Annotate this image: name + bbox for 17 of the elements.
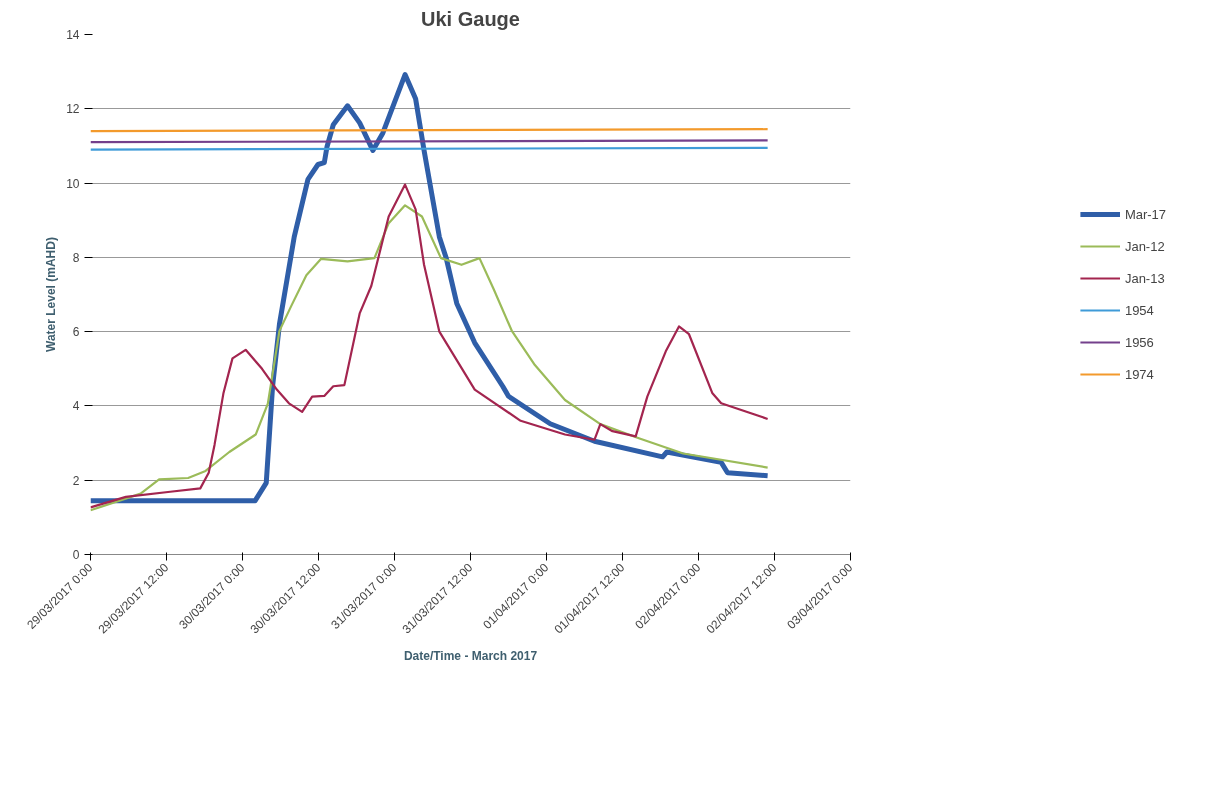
y-tick-label: 12 (66, 102, 80, 117)
legend-label: Mar-17 (1124, 206, 1167, 222)
legend-label: 1974 (1124, 366, 1154, 382)
legend-label: Jan-12 (1124, 238, 1165, 254)
y-tick-label: 10 (66, 176, 80, 191)
y-tick-label: 2 (72, 473, 80, 488)
y-tick-label: 0 (72, 548, 80, 562)
y-axis-title: Water Level (mAHD) (44, 237, 59, 352)
legend-label: Jan-13 (1124, 270, 1165, 286)
y-tick-label: 6 (72, 325, 80, 340)
legend-label: 1956 (1124, 334, 1154, 350)
x-axis-title: Date/Time - March 2017 (403, 649, 538, 664)
y-tick-label: 4 (72, 399, 80, 414)
y-tick-label: 8 (72, 250, 80, 265)
y-tick-label: 14 (66, 28, 80, 42)
legend-label: 1954 (1124, 302, 1154, 318)
chart-title: Uki Gauge (421, 7, 520, 30)
